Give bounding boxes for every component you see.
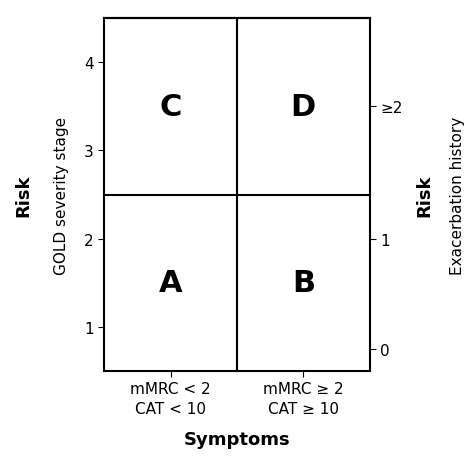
Text: GOLD severity stage: GOLD severity stage — [54, 116, 69, 274]
Text: Risk: Risk — [15, 174, 33, 217]
Text: B: B — [292, 269, 315, 298]
Text: A: A — [159, 269, 182, 298]
X-axis label: Symptoms: Symptoms — [184, 430, 290, 448]
Text: C: C — [159, 93, 182, 121]
Text: Risk: Risk — [415, 174, 433, 217]
Text: Exacerbation history: Exacerbation history — [450, 116, 465, 274]
Text: D: D — [291, 93, 316, 121]
